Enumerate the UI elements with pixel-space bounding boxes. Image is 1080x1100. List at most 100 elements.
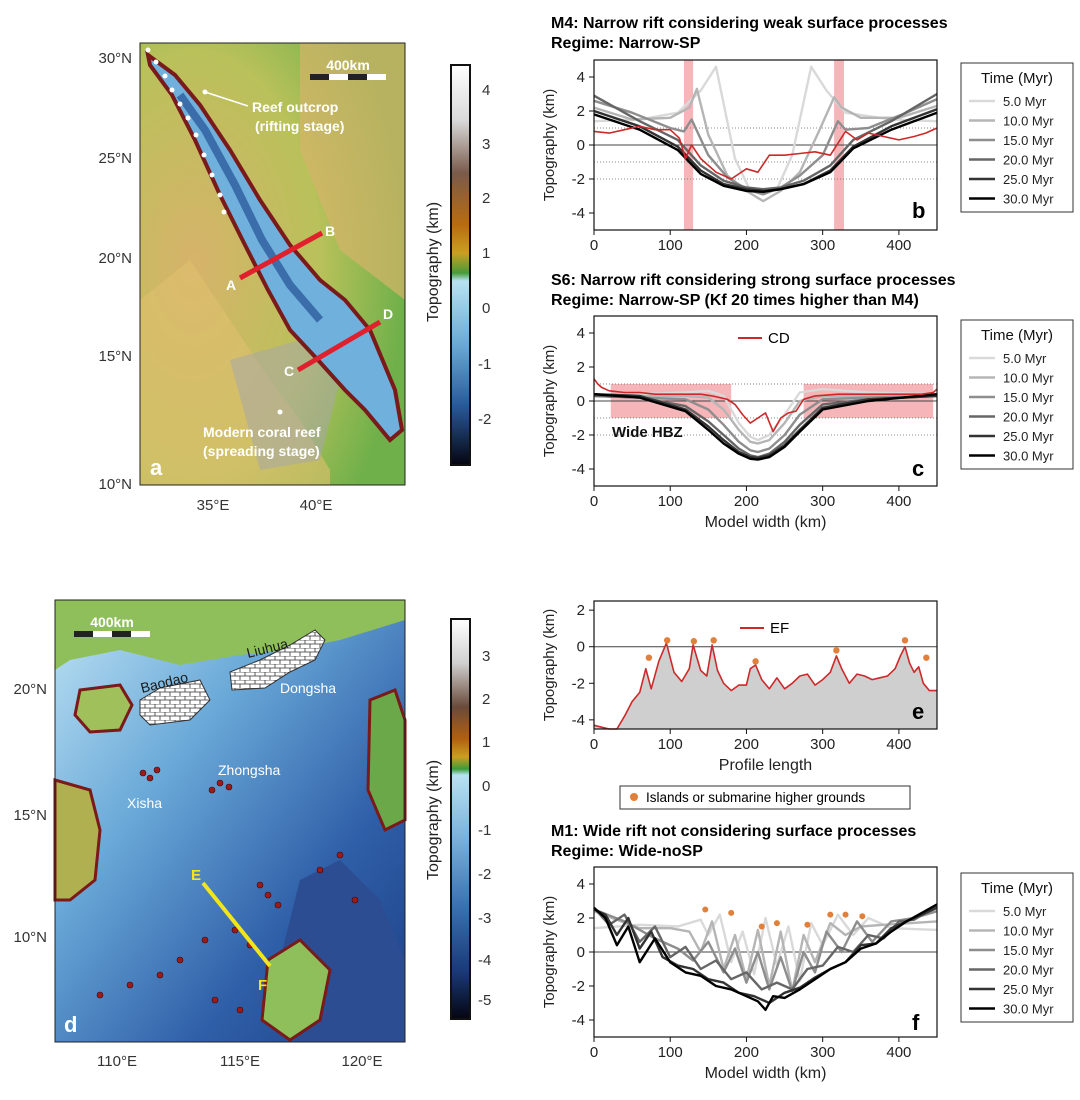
legend-title-c: Time (Myr) — [981, 327, 1053, 344]
lat-label-15: 15°N — [98, 348, 132, 365]
cbar-d-tick-m2: -2 — [478, 866, 491, 883]
cbar-a-title: Topography (km) — [425, 202, 442, 322]
place-dongsha: Dongsha — [280, 680, 336, 696]
xtick-label-b-400: 400 — [886, 237, 911, 254]
reef-outcrop-label-2: (rifting stage) — [255, 118, 344, 134]
colorbar-a: 4 3 2 1 0 -1 -2 Topography (km) — [425, 64, 491, 466]
panel-letter-d: d — [64, 1012, 77, 1037]
ef-legend-label: EF — [770, 620, 789, 637]
island-point-e-1 — [663, 637, 671, 644]
place-xisha: Xisha — [127, 795, 162, 811]
series-e-ef — [593, 642, 937, 730]
legend-entry-c-0: 5.0 Myr — [1003, 351, 1047, 366]
panel-letter-c: c — [912, 456, 924, 481]
xtick-label-e-300: 300 — [810, 736, 835, 753]
series-f-15-0-myr — [593, 908, 938, 993]
cbar-a-tick-4: 4 — [482, 82, 490, 99]
series-c-cd — [593, 378, 938, 433]
panel-letter-a: a — [150, 455, 163, 480]
lat-label-10-d: 10°N — [13, 929, 47, 946]
chart-f-subtitle: Regime: Wide-noSP — [551, 843, 703, 860]
ytick-label-b-2: 2 — [577, 103, 585, 120]
ytick-label-b-4: 4 — [577, 69, 585, 86]
cbar-a-tick-3: 3 — [482, 136, 490, 153]
xtick-label-c-300: 300 — [810, 493, 835, 510]
cbar-d-tick-3: 3 — [482, 648, 490, 665]
ylabel-b: Topography (km) — [541, 89, 558, 202]
reef-outcrop-markers — [145, 47, 283, 415]
lat-label-15-d: 15°N — [13, 807, 47, 824]
ytick-label-f--2: -2 — [572, 978, 585, 995]
chart-f: 0 100 200 300 400 4 2 0 -2 -4 Topography (km) Model… — [541, 866, 938, 1082]
xtick-label-b-300: 300 — [810, 237, 835, 254]
cbar-d-tick-m1: -1 — [478, 822, 491, 839]
xtick-label-c-200: 200 — [734, 493, 759, 510]
cbar-a-tick-m1: -1 — [478, 356, 491, 373]
profile-e-label: E — [191, 867, 201, 884]
ytick-label-f--4: -4 — [572, 1012, 585, 1029]
scale-bar-a: 400km — [310, 57, 386, 80]
island-point-e-7 — [923, 654, 930, 661]
islands-legend-label: Islands or submarine higher grounds — [646, 790, 865, 805]
xtick-label-f-400: 400 — [886, 1044, 911, 1061]
island-point-e-3 — [710, 637, 717, 644]
legend-entry-f-5: 30.0 Myr — [1003, 1002, 1054, 1017]
legend-entry-f-2: 15.0 Myr — [1003, 943, 1054, 958]
legend-entry-f-3: 20.0 Myr — [1003, 963, 1054, 978]
lat-label-30: 30°N — [98, 50, 132, 67]
island-point-e-0 — [645, 654, 653, 661]
lat-label-25: 25°N — [98, 150, 132, 167]
xtick-label-b-100: 100 — [658, 237, 683, 254]
ytick-label-f-4: 4 — [577, 876, 585, 893]
legend-entry-b-2: 15.0 Myr — [1003, 133, 1054, 148]
cbar-d-tick-m3: -3 — [478, 910, 491, 927]
cbar-a-tick-m2: -2 — [478, 411, 491, 428]
cbar-d-tick-m4: -4 — [478, 952, 491, 969]
ytick-label-c-4: 4 — [577, 325, 585, 342]
island-marker-f-5 — [827, 911, 834, 918]
xlabel-f: Model width (km) — [705, 1065, 827, 1082]
islands-legend-marker — [630, 793, 638, 801]
ylabel-c: Topography (km) — [541, 345, 558, 458]
colorbar-d: 3 2 1 0 -1 -2 -3 -4 -5 Topography (km) — [425, 618, 491, 1020]
ytick-label-e-2: 2 — [577, 602, 585, 619]
lon-label-120: 120°E — [341, 1053, 382, 1070]
series-b-observed — [593, 125, 938, 180]
map-d: E F 400km Liuhua Baodao Dongsha Zhongsha… — [13, 599, 407, 1070]
ytick-label-f-2: 2 — [577, 910, 585, 927]
wide-hbz-label: Wide HBZ — [612, 424, 683, 441]
island-marker-f-2 — [758, 923, 765, 930]
panel-letter-b: b — [912, 198, 925, 223]
modern-reef-label-2: (spreading stage) — [203, 443, 320, 459]
map-a: A B C D 400km Reef outcrop (rifting stag… — [98, 42, 406, 514]
series-b-15-0-myr — [593, 98, 938, 196]
legend-entry-f-4: 25.0 Myr — [1003, 982, 1054, 997]
legend-entry-f-0: 5.0 Myr — [1003, 904, 1047, 919]
modern-reef-label-1: Modern coral reef — [203, 424, 321, 440]
xtick-label-b-0: 0 — [590, 237, 598, 254]
ylabel-f: Topography (km) — [541, 896, 558, 1009]
series-b-20-0-myr — [593, 92, 938, 191]
series-c-10-0-myr — [594, 394, 937, 445]
profile-f-label: F — [258, 977, 267, 994]
island-point-e-4 — [752, 658, 759, 665]
cbar-a-tick-2: 2 — [482, 190, 490, 207]
chart-e: 0 100 200 300 400 2 0 -2 -4 Topography (km) Profil… — [541, 600, 938, 774]
island-point-e-2 — [690, 638, 698, 645]
chart-b-subtitle: Regime: Narrow-SP — [551, 35, 701, 52]
profile-ab-line — [238, 230, 324, 281]
cbar-d-tick-m5: -5 — [478, 992, 491, 1009]
ytick-label-b--2: -2 — [572, 171, 585, 188]
ytick-label-f-0: 0 — [577, 944, 585, 961]
series-c-25-0-myr — [593, 393, 938, 460]
ytick-label-c-0: 0 — [577, 393, 585, 410]
lon-label-110: 110°E — [97, 1053, 137, 1070]
xtick-label-e-0: 0 — [590, 736, 598, 753]
legend-entry-b-3: 20.0 Myr — [1003, 153, 1054, 168]
xtick-label-e-200: 200 — [734, 736, 759, 753]
xtick-label-f-200: 200 — [734, 1044, 759, 1061]
xtick-label-f-300: 300 — [810, 1044, 835, 1061]
series-c-20-0-myr — [593, 394, 938, 459]
island-point-e-6 — [901, 637, 909, 644]
